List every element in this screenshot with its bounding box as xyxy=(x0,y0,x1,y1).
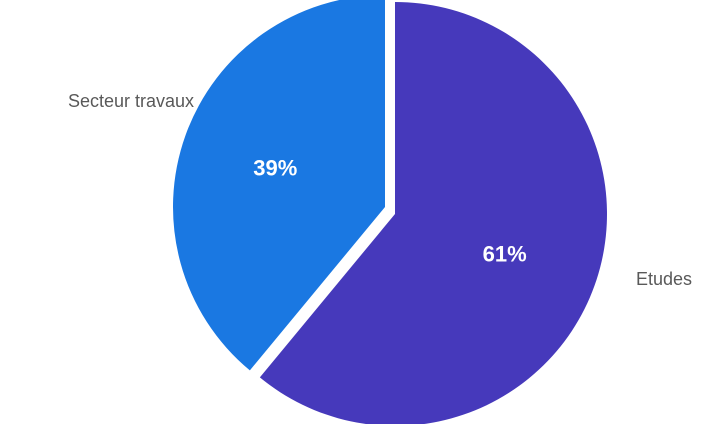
slice-value-label: 61% xyxy=(483,241,527,266)
slice-value-label: 39% xyxy=(253,156,297,181)
pie-slice-secteur-travaux xyxy=(173,0,385,371)
slice-category-label: Secteur travaux xyxy=(68,91,194,111)
slice-category-label: Etudes xyxy=(636,269,692,289)
pie-slice-etudes xyxy=(259,2,607,424)
